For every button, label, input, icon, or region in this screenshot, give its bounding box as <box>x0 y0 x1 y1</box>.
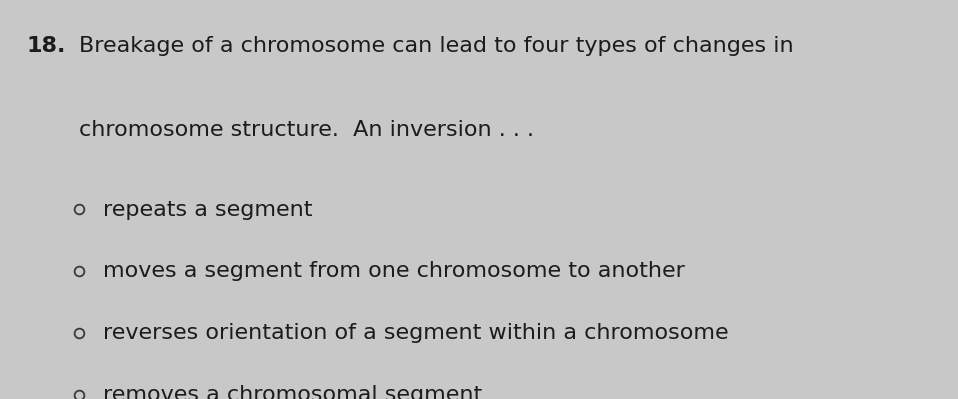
Text: Breakage of a chromosome can lead to four types of changes in: Breakage of a chromosome can lead to fou… <box>79 36 793 56</box>
Text: removes a chromosomal segment: removes a chromosomal segment <box>103 385 483 399</box>
Text: moves a segment from one chromosome to another: moves a segment from one chromosome to a… <box>103 261 685 281</box>
Text: chromosome structure.  An inversion . . .: chromosome structure. An inversion . . . <box>79 120 534 140</box>
Text: 18.: 18. <box>27 36 66 56</box>
Text: repeats a segment: repeats a segment <box>103 200 313 219</box>
Text: reverses orientation of a segment within a chromosome: reverses orientation of a segment within… <box>103 323 729 343</box>
